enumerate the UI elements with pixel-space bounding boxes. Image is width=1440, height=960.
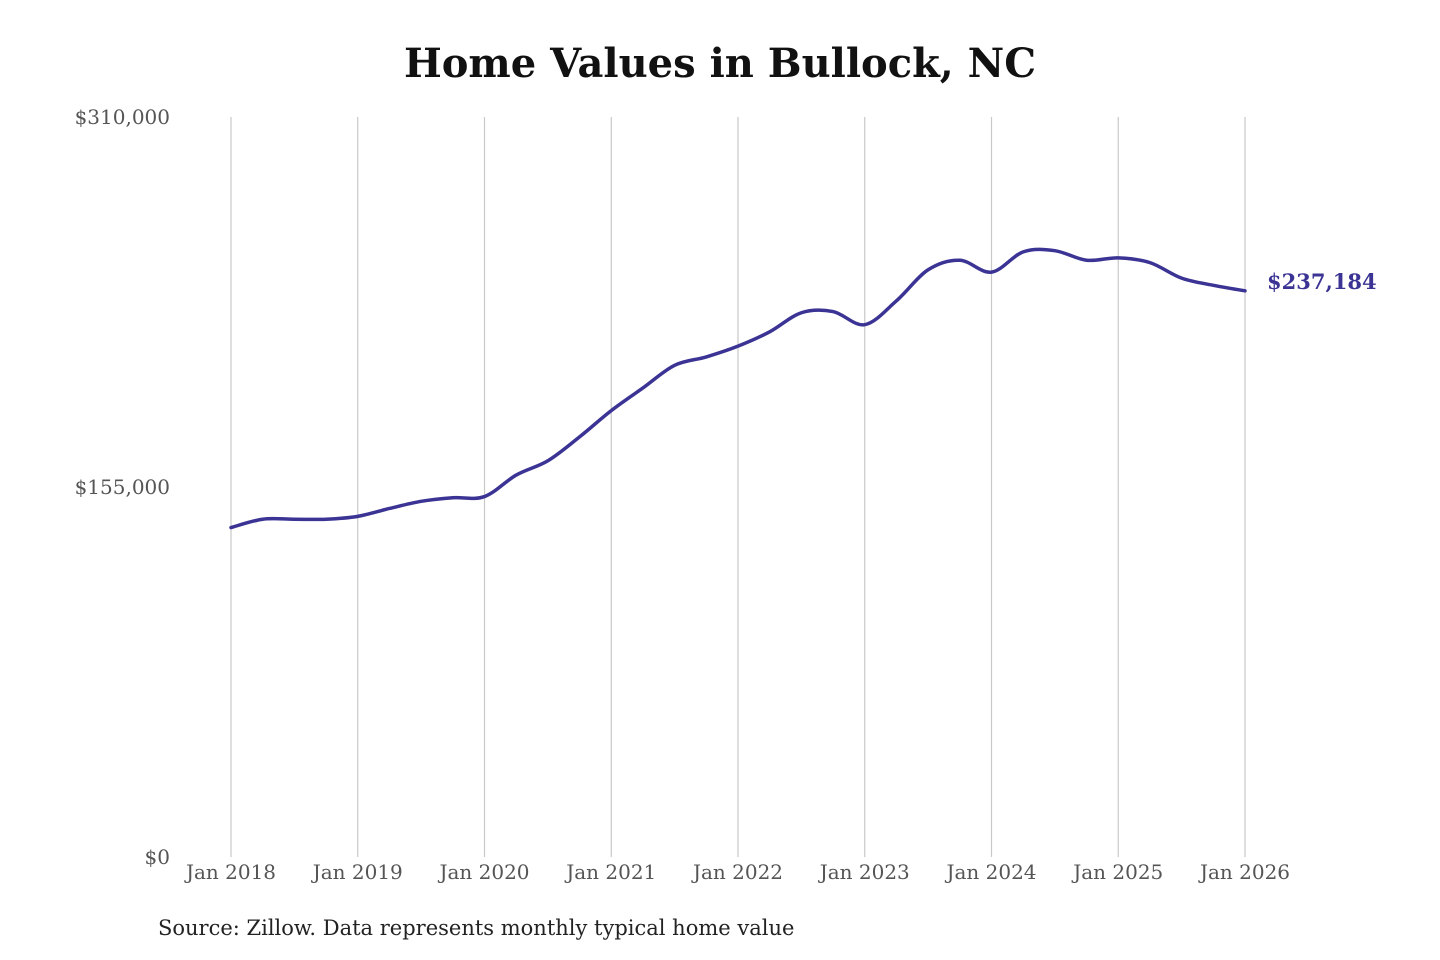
x-tick-label: Jan 2019 [311, 860, 403, 884]
x-tick-label: Jan 2021 [564, 860, 656, 884]
y-tick-label: $0 [145, 845, 170, 869]
end-value-label: $237,184 [1267, 269, 1377, 294]
x-tick-label: Jan 2022 [691, 860, 783, 884]
series-line [229, 247, 1247, 530]
chart-title: Home Values in Bullock, NC [403, 40, 1037, 87]
x-tick-label: Jan 2020 [437, 860, 529, 884]
x-tick-label: Jan 2025 [1071, 860, 1163, 884]
x-tick-label: Jan 2024 [944, 860, 1036, 884]
source-note: Source: Zillow. Data represents monthly … [158, 916, 795, 940]
x-tick-label: Jan 2018 [184, 860, 276, 884]
y-tick-label: $310,000 [75, 105, 170, 129]
y-tick-label: $155,000 [75, 475, 170, 499]
x-tick-label: Jan 2023 [818, 860, 910, 884]
x-tick-label: Jan 2026 [1198, 860, 1290, 884]
